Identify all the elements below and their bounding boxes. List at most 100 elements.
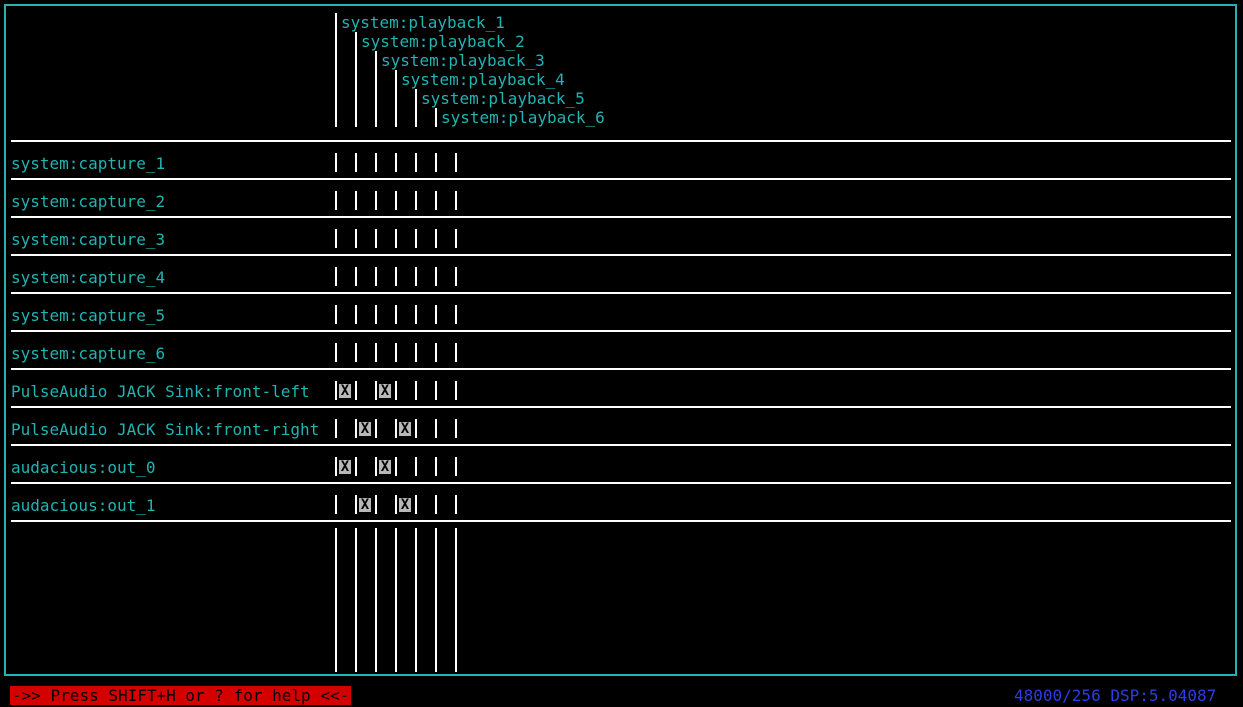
patch-cell[interactable]: [355, 419, 357, 438]
patch-cell[interactable]: [355, 343, 357, 362]
patch-cell[interactable]: [435, 419, 437, 438]
patch-cell-end: [455, 495, 457, 514]
patch-cell-end: [455, 229, 457, 248]
patch-cell[interactable]: [395, 419, 397, 438]
patch-cell[interactable]: [375, 457, 377, 476]
patch-cell[interactable]: [395, 191, 397, 210]
patch-cell[interactable]: [375, 229, 377, 248]
terminal-screen: system:playback_1system:playback_2system…: [0, 0, 1243, 707]
patch-cell[interactable]: [335, 495, 337, 514]
row-divider: [11, 254, 1231, 256]
row-label: PulseAudio JACK Sink:front-right: [11, 420, 319, 439]
column-header-pipe: [335, 108, 337, 127]
patch-cell[interactable]: [435, 343, 437, 362]
patch-cell[interactable]: [415, 381, 417, 400]
patch-cell[interactable]: [355, 381, 357, 400]
connection-marker[interactable]: [379, 460, 391, 474]
patch-cell[interactable]: [355, 457, 357, 476]
patch-cell[interactable]: [435, 495, 437, 514]
patch-cell[interactable]: [335, 229, 337, 248]
patch-cell[interactable]: [415, 495, 417, 514]
connection-marker[interactable]: [359, 498, 371, 512]
row-label: system:capture_5: [11, 306, 165, 325]
patch-cell[interactable]: [415, 191, 417, 210]
column-header-label: system:playback_6: [441, 108, 605, 127]
patch-cell[interactable]: [375, 153, 377, 172]
patch-cell[interactable]: [395, 305, 397, 324]
row-divider: [11, 216, 1231, 218]
patch-cell[interactable]: [375, 495, 377, 514]
patch-cell[interactable]: [435, 153, 437, 172]
column-tail: [415, 528, 417, 672]
row-label: system:capture_2: [11, 192, 165, 211]
patch-cell[interactable]: [415, 305, 417, 324]
dsp-status: 48000/256 DSP:5.04087: [1014, 686, 1216, 705]
patch-cell[interactable]: [335, 153, 337, 172]
patch-cell[interactable]: [375, 305, 377, 324]
row-divider: [11, 520, 1231, 522]
connection-marker[interactable]: [379, 384, 391, 398]
row-label: system:capture_3: [11, 230, 165, 249]
connection-marker[interactable]: [399, 422, 411, 436]
patch-cell[interactable]: [395, 381, 397, 400]
column-header-pipe: [375, 70, 377, 89]
column-header-pipe: [355, 70, 357, 89]
patch-cell[interactable]: [395, 229, 397, 248]
patch-cell[interactable]: [435, 381, 437, 400]
patch-cell[interactable]: [415, 419, 417, 438]
patch-cell[interactable]: [395, 457, 397, 476]
patch-cell[interactable]: [335, 343, 337, 362]
patch-cell[interactable]: [335, 191, 337, 210]
connection-marker[interactable]: [399, 498, 411, 512]
column-header-pipe: [395, 89, 397, 108]
patch-cell[interactable]: [415, 343, 417, 362]
connection-marker[interactable]: [339, 460, 351, 474]
patch-cell[interactable]: [335, 457, 337, 476]
patch-cell[interactable]: [355, 153, 357, 172]
row-divider: [11, 482, 1231, 484]
patch-cell[interactable]: [415, 229, 417, 248]
patch-cell[interactable]: [355, 267, 357, 286]
patch-cell[interactable]: [335, 305, 337, 324]
patch-cell[interactable]: [335, 381, 337, 400]
patch-cell[interactable]: [395, 343, 397, 362]
patch-cell[interactable]: [435, 267, 437, 286]
patch-cell[interactable]: [395, 495, 397, 514]
patch-cell-end: [455, 153, 457, 172]
column-header-pipe: [395, 70, 397, 89]
patch-cell[interactable]: [375, 191, 377, 210]
patch-cell[interactable]: [355, 495, 357, 514]
column-tail: [375, 528, 377, 672]
patch-cell[interactable]: [435, 305, 437, 324]
patch-cell[interactable]: [375, 419, 377, 438]
patch-cell[interactable]: [415, 153, 417, 172]
row-divider: [11, 368, 1231, 370]
column-header-pipe: [415, 89, 417, 108]
column-header-pipe: [335, 51, 337, 70]
patch-cell[interactable]: [415, 267, 417, 286]
column-header-pipe: [335, 89, 337, 108]
patch-cell[interactable]: [395, 153, 397, 172]
row-label: system:capture_1: [11, 154, 165, 173]
row-divider: [11, 178, 1231, 180]
patch-cell[interactable]: [435, 191, 437, 210]
patch-cell[interactable]: [335, 267, 337, 286]
patch-cell[interactable]: [375, 267, 377, 286]
column-header-pipe: [375, 89, 377, 108]
connection-marker[interactable]: [359, 422, 371, 436]
patch-cell[interactable]: [435, 229, 437, 248]
row-divider: [11, 444, 1231, 446]
row-label: audacious:out_0: [11, 458, 156, 477]
patch-cell[interactable]: [435, 457, 437, 476]
column-header-pipe: [355, 89, 357, 108]
patch-cell[interactable]: [375, 381, 377, 400]
patch-cell[interactable]: [355, 305, 357, 324]
patch-cell[interactable]: [375, 343, 377, 362]
patch-cell[interactable]: [415, 457, 417, 476]
connection-marker[interactable]: [339, 384, 351, 398]
patch-cell[interactable]: [355, 229, 357, 248]
patch-cell-end: [455, 191, 457, 210]
patch-cell[interactable]: [355, 191, 357, 210]
patch-cell[interactable]: [395, 267, 397, 286]
patch-cell[interactable]: [335, 419, 337, 438]
